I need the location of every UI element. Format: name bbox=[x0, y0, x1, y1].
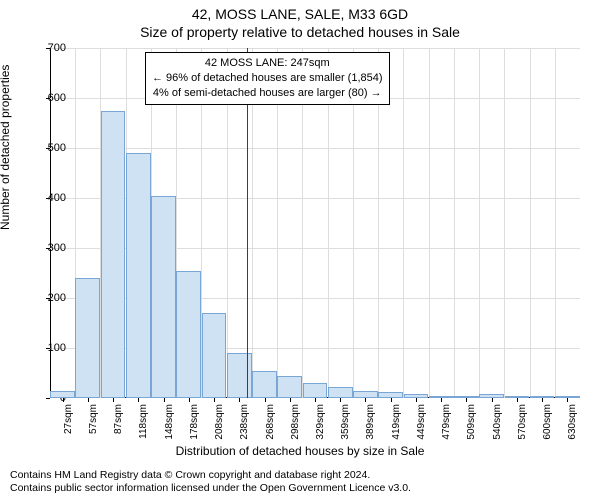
gridline-vertical bbox=[479, 48, 480, 398]
x-tick-label: 479sqm bbox=[441, 404, 452, 454]
x-tick-mark bbox=[391, 398, 392, 402]
histogram-bar bbox=[404, 394, 429, 398]
histogram-bar bbox=[151, 196, 176, 399]
attribution-text: Contains HM Land Registry data © Crown c… bbox=[10, 469, 411, 496]
x-tick-label: 600sqm bbox=[542, 404, 553, 454]
histogram-bar bbox=[101, 111, 126, 399]
gridline-vertical bbox=[530, 48, 531, 398]
gridline-vertical bbox=[429, 48, 430, 398]
y-tick-label: 300 bbox=[26, 242, 66, 254]
x-tick-label: 268sqm bbox=[265, 404, 276, 454]
x-tick-mark bbox=[315, 398, 316, 402]
y-tick-label: 600 bbox=[26, 92, 66, 104]
plot-area: 42 MOSS LANE: 247sqm← 96% of detached ho… bbox=[50, 48, 580, 398]
x-tick-mark bbox=[214, 398, 215, 402]
histogram-bar bbox=[479, 394, 504, 398]
y-tick-label: 200 bbox=[26, 292, 66, 304]
histogram-bar bbox=[378, 392, 403, 398]
x-tick-mark bbox=[265, 398, 266, 402]
x-tick-label: 208sqm bbox=[214, 404, 225, 454]
histogram-bar bbox=[429, 396, 454, 399]
x-tick-mark bbox=[113, 398, 114, 402]
histogram-bar bbox=[227, 353, 252, 398]
x-tick-mark bbox=[365, 398, 366, 402]
x-tick-label: 57sqm bbox=[88, 404, 99, 454]
chart-title-line1: 42, MOSS LANE, SALE, M33 6GD bbox=[0, 6, 600, 22]
gridline-vertical bbox=[555, 48, 556, 398]
histogram-bar bbox=[176, 271, 201, 399]
histogram-bar bbox=[530, 396, 555, 398]
x-tick-label: 118sqm bbox=[138, 404, 149, 454]
x-tick-label: 570sqm bbox=[517, 404, 528, 454]
gridline-horizontal bbox=[50, 148, 580, 149]
annotation-line3: 4% of semi-detached houses are larger (8… bbox=[152, 86, 383, 101]
x-tick-mark bbox=[138, 398, 139, 402]
annotation-line2: ← 96% of detached houses are smaller (1,… bbox=[152, 71, 383, 86]
x-tick-label: 509sqm bbox=[466, 404, 477, 454]
gridline-vertical bbox=[403, 48, 404, 398]
chart-container: 42, MOSS LANE, SALE, M33 6GD Size of pro… bbox=[0, 0, 600, 500]
y-tick-label: 500 bbox=[26, 142, 66, 154]
histogram-bar bbox=[50, 391, 75, 399]
y-tick-label: 700 bbox=[26, 42, 66, 54]
x-tick-label: 87sqm bbox=[113, 404, 124, 454]
x-tick-label: 359sqm bbox=[340, 404, 351, 454]
x-tick-label: 540sqm bbox=[492, 404, 503, 454]
chart-title-line2: Size of property relative to detached ho… bbox=[0, 24, 600, 40]
x-tick-label: 389sqm bbox=[365, 404, 376, 454]
x-tick-label: 630sqm bbox=[567, 404, 578, 454]
x-tick-label: 329sqm bbox=[315, 404, 326, 454]
histogram-bar bbox=[126, 153, 151, 398]
histogram-bar bbox=[505, 396, 530, 398]
x-tick-mark bbox=[466, 398, 467, 402]
histogram-bar bbox=[277, 376, 302, 399]
x-tick-mark bbox=[441, 398, 442, 402]
x-tick-label: 298sqm bbox=[290, 404, 301, 454]
histogram-bar bbox=[202, 313, 227, 398]
histogram-bar bbox=[75, 278, 100, 398]
y-tick-label: 100 bbox=[26, 342, 66, 354]
gridline-vertical bbox=[504, 48, 505, 398]
histogram-bar bbox=[353, 391, 378, 399]
x-tick-mark bbox=[517, 398, 518, 402]
histogram-bar bbox=[555, 396, 580, 398]
x-tick-mark bbox=[492, 398, 493, 402]
annotation-line1: 42 MOSS LANE: 247sqm bbox=[152, 56, 383, 71]
x-tick-label: 449sqm bbox=[416, 404, 427, 454]
x-tick-label: 27sqm bbox=[63, 404, 74, 454]
x-tick-mark bbox=[290, 398, 291, 402]
x-tick-mark bbox=[416, 398, 417, 402]
gridline-horizontal bbox=[50, 48, 580, 49]
histogram-bar bbox=[328, 387, 353, 398]
x-tick-mark bbox=[189, 398, 190, 402]
gridline-vertical bbox=[454, 48, 455, 398]
x-tick-label: 178sqm bbox=[189, 404, 200, 454]
histogram-bar bbox=[454, 396, 479, 398]
y-tick-label: 400 bbox=[26, 192, 66, 204]
x-tick-mark bbox=[567, 398, 568, 402]
attribution-line1: Contains HM Land Registry data © Crown c… bbox=[10, 469, 411, 483]
histogram-bar bbox=[252, 371, 277, 399]
x-tick-mark bbox=[340, 398, 341, 402]
histogram-bar bbox=[303, 383, 328, 398]
x-tick-label: 419sqm bbox=[391, 404, 402, 454]
annotation-box: 42 MOSS LANE: 247sqm← 96% of detached ho… bbox=[145, 52, 390, 105]
x-tick-mark bbox=[542, 398, 543, 402]
y-axis-label: Number of detached properties bbox=[0, 65, 12, 230]
x-tick-label: 238sqm bbox=[239, 404, 250, 454]
x-tick-mark bbox=[164, 398, 165, 402]
x-tick-label: 148sqm bbox=[164, 404, 175, 454]
x-tick-mark bbox=[88, 398, 89, 402]
attribution-line2: Contains public sector information licen… bbox=[10, 482, 411, 496]
x-tick-mark bbox=[239, 398, 240, 402]
